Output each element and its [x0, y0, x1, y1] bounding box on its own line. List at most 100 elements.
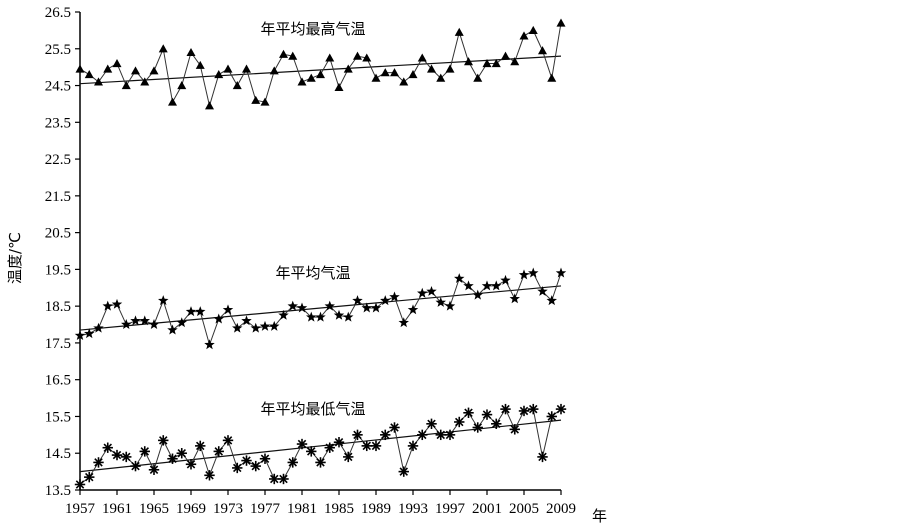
asterisk-marker [139, 446, 150, 457]
triangle-marker [149, 66, 159, 75]
y-tick-label: 17.5 [45, 336, 71, 352]
triangle-marker [140, 77, 150, 86]
star-marker [426, 285, 437, 296]
triangle-marker [436, 73, 446, 82]
asterisk-marker [102, 442, 113, 453]
triangle-marker [427, 64, 436, 73]
asterisk-marker [352, 429, 363, 441]
series-line [79, 272, 562, 347]
triangle-marker [205, 101, 214, 110]
triangle-marker [131, 66, 140, 75]
star-marker [158, 295, 169, 306]
triangle-marker [177, 81, 187, 90]
y-tick-label: 15.5 [45, 409, 71, 425]
asterisk-marker [278, 473, 289, 485]
triangle-marker [325, 53, 335, 62]
x-tick-label: 1993 [398, 501, 428, 517]
y-tick-label: 20.5 [45, 226, 71, 242]
star-marker [537, 285, 548, 296]
star-marker [102, 300, 113, 311]
star-marker [509, 293, 520, 304]
series-asterisk [74, 403, 567, 490]
asterisk-marker [528, 403, 539, 415]
asterisk-marker [509, 424, 520, 435]
asterisk-marker [306, 446, 317, 457]
asterisk-marker [555, 403, 567, 415]
asterisk-marker [84, 471, 95, 483]
series-label: 年平均最高气温 [260, 20, 365, 38]
asterisk-marker [370, 440, 382, 452]
asterisk-marker [250, 460, 261, 472]
star-marker [324, 300, 335, 311]
star-marker [269, 320, 280, 331]
star-marker [518, 269, 530, 280]
y-tick-label: 18.5 [45, 299, 71, 315]
star-marker [241, 315, 252, 326]
triangle-marker [121, 81, 131, 90]
asterisk-marker [176, 448, 187, 459]
triangle-marker [408, 70, 418, 79]
y-tick-label: 13.5 [45, 483, 71, 499]
star-marker [481, 280, 493, 291]
series-label: 年平均气温 [275, 264, 350, 282]
star-marker [361, 302, 372, 313]
star-marker [296, 302, 308, 313]
asterisk-marker [333, 437, 345, 448]
trend-line [79, 419, 562, 473]
star-marker [454, 273, 465, 284]
asterisk-marker [472, 422, 483, 433]
star-marker [222, 304, 234, 315]
asterisk-marker [74, 479, 86, 490]
star-marker [167, 324, 178, 335]
star-marker [444, 300, 456, 311]
asterisk-marker [111, 449, 123, 461]
triangle-marker [260, 97, 270, 106]
star-marker [315, 311, 326, 322]
triangle-marker [491, 58, 501, 68]
star-marker [93, 322, 104, 333]
asterisk-marker [213, 446, 224, 457]
y-tick-label: 24.5 [45, 79, 71, 95]
asterisk-marker [398, 466, 409, 477]
asterisk-marker [121, 451, 132, 463]
asterisk-marker [195, 440, 206, 452]
y-tick-label: 22.5 [45, 152, 71, 168]
asterisk-marker [407, 440, 419, 452]
star-marker [250, 322, 261, 333]
star-marker [343, 311, 354, 322]
triangle-marker [168, 97, 177, 106]
series-label: 年平均最低气温 [260, 400, 365, 418]
triangle-marker [343, 64, 353, 73]
x-tick-label: 1997 [435, 501, 466, 517]
asterisk-marker [343, 451, 354, 463]
asterisk-marker [269, 473, 280, 485]
x-tick-label: 1981 [287, 501, 317, 517]
y-tick-label: 19.5 [45, 262, 71, 278]
x-tick-label: 1961 [102, 501, 132, 517]
star-marker [176, 317, 187, 328]
asterisk-marker [148, 464, 160, 475]
star-marker [139, 315, 150, 326]
triangle-marker [251, 95, 261, 104]
asterisk-marker [417, 429, 428, 441]
star-marker [259, 320, 271, 331]
x-axis-unit-label: 年 [592, 507, 607, 525]
asterisk-marker [315, 457, 326, 468]
triangle-marker [242, 64, 251, 73]
x-tick-label: 1989 [361, 501, 391, 517]
x-tick-label: 1985 [324, 501, 354, 517]
star-marker [121, 319, 132, 329]
triangle-marker [454, 27, 464, 36]
asterisk-marker [232, 462, 243, 474]
star-marker [352, 295, 363, 306]
triangle-marker [103, 64, 113, 73]
asterisk-marker [380, 429, 391, 441]
triangle-marker [371, 73, 381, 82]
triangle-marker [94, 77, 103, 86]
triangle-marker [195, 60, 205, 69]
asterisk-marker [158, 435, 169, 446]
triangle-marker [306, 73, 316, 82]
asterisk-marker [324, 442, 335, 453]
triangle-marker [214, 70, 224, 79]
